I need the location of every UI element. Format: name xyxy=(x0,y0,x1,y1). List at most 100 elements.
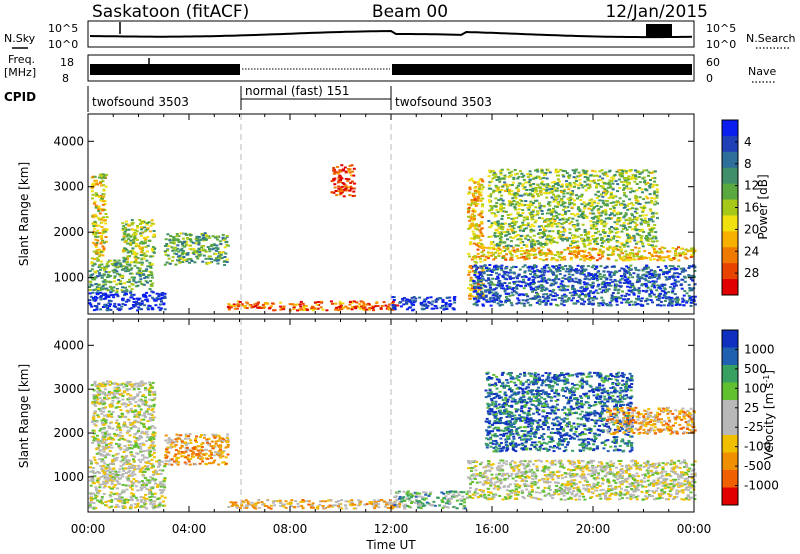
cell-11 xyxy=(605,238,609,241)
cell-0 xyxy=(141,466,145,469)
cell-9 xyxy=(522,302,526,305)
cell-2 xyxy=(98,176,102,179)
cell-11 xyxy=(651,211,655,214)
cell-8 xyxy=(475,189,479,192)
cell-11 xyxy=(508,202,512,204)
cell-3 xyxy=(133,235,137,237)
cell-11 xyxy=(516,177,520,180)
cell-11 xyxy=(510,190,514,193)
cell-10 xyxy=(617,254,620,256)
cell-2 xyxy=(102,247,106,250)
cell-11 xyxy=(526,234,530,237)
cell-1 xyxy=(113,275,117,278)
cell-6 xyxy=(243,305,247,308)
cell-0 xyxy=(128,307,132,310)
cell-4 xyxy=(175,253,179,256)
cell-6 xyxy=(387,307,391,310)
cell-9 xyxy=(484,279,488,282)
cell-11 xyxy=(505,234,509,237)
cell-2 xyxy=(103,203,107,205)
cell-9 xyxy=(501,276,505,278)
cell-9 xyxy=(668,300,672,303)
cell-9 xyxy=(480,267,484,270)
cell-9 xyxy=(497,265,501,268)
cell-11 xyxy=(536,213,539,216)
cell-11 xyxy=(590,235,594,238)
cell-9 xyxy=(552,288,556,291)
cell-9 xyxy=(673,267,677,270)
cell-3 xyxy=(140,228,144,231)
cell-4 xyxy=(178,254,182,257)
cell-10 xyxy=(544,258,548,261)
cell-1 xyxy=(115,289,119,292)
cell-11 xyxy=(628,240,632,243)
cell-5 xyxy=(339,170,343,173)
cell-10 xyxy=(674,249,677,252)
cell-11 xyxy=(609,239,613,242)
cell-11 xyxy=(582,217,586,220)
cell-9 xyxy=(691,279,695,282)
cell-3 xyxy=(121,222,125,225)
cell-11 xyxy=(554,183,558,185)
cell-9 xyxy=(561,277,565,280)
cell-11 xyxy=(552,200,556,203)
cell-8 xyxy=(468,191,471,194)
cell-11 xyxy=(527,239,531,241)
cell-9 xyxy=(527,277,531,280)
cell-2 xyxy=(98,181,102,184)
cell-11 xyxy=(647,223,651,226)
cell-0 xyxy=(105,504,109,507)
cell-11 xyxy=(626,233,629,236)
cell-11 xyxy=(609,193,613,196)
cell-11 xyxy=(637,176,641,178)
cell-11 xyxy=(533,191,537,194)
cell-9 xyxy=(673,279,677,282)
cell-0 xyxy=(116,505,120,508)
cell-6 xyxy=(325,309,329,312)
cell-7 xyxy=(419,303,423,306)
cell-10 xyxy=(534,253,537,256)
cell-11 xyxy=(501,199,505,202)
cell-11 xyxy=(650,226,654,229)
ytick-label: 2000 xyxy=(53,225,84,239)
cell-3 xyxy=(151,235,155,238)
cell-9 xyxy=(529,286,533,289)
cell-0 xyxy=(134,301,138,304)
cell-2 xyxy=(96,194,100,197)
cell-4 xyxy=(225,258,229,261)
cell-11 xyxy=(583,176,587,178)
cell-11 xyxy=(543,191,547,194)
cell-0 xyxy=(140,498,144,501)
cell-11 xyxy=(534,206,538,209)
cell-11 xyxy=(578,210,582,213)
cell-11 xyxy=(610,230,614,233)
cell-9 xyxy=(505,278,509,281)
cell-9 xyxy=(498,285,502,288)
cell-11 xyxy=(592,179,596,182)
cell-0 xyxy=(112,472,116,475)
cell-9 xyxy=(600,291,604,294)
cell-11 xyxy=(497,176,501,179)
cell-10 xyxy=(673,254,677,257)
cell-4 xyxy=(175,238,179,241)
cell-0 xyxy=(93,475,97,478)
cell-0 xyxy=(145,461,149,464)
cell-11 xyxy=(529,230,533,233)
cell-1 xyxy=(136,284,140,287)
cell-8 xyxy=(478,187,481,190)
cell-5 xyxy=(339,192,343,195)
cell-11 xyxy=(537,175,541,178)
cell-5 xyxy=(348,168,352,171)
cell-11 xyxy=(583,180,587,183)
cell-11 xyxy=(626,178,630,181)
cell-11 xyxy=(565,185,569,188)
cell-9 xyxy=(637,280,641,283)
cell-3 xyxy=(143,254,147,257)
cell-7 xyxy=(437,297,441,300)
cell-4 xyxy=(176,259,179,262)
cell-11 xyxy=(547,223,550,226)
cell-9 xyxy=(500,269,504,272)
cell-0 xyxy=(103,462,107,465)
cell-9 xyxy=(533,274,537,276)
ytick-label: 3000 xyxy=(53,180,84,194)
